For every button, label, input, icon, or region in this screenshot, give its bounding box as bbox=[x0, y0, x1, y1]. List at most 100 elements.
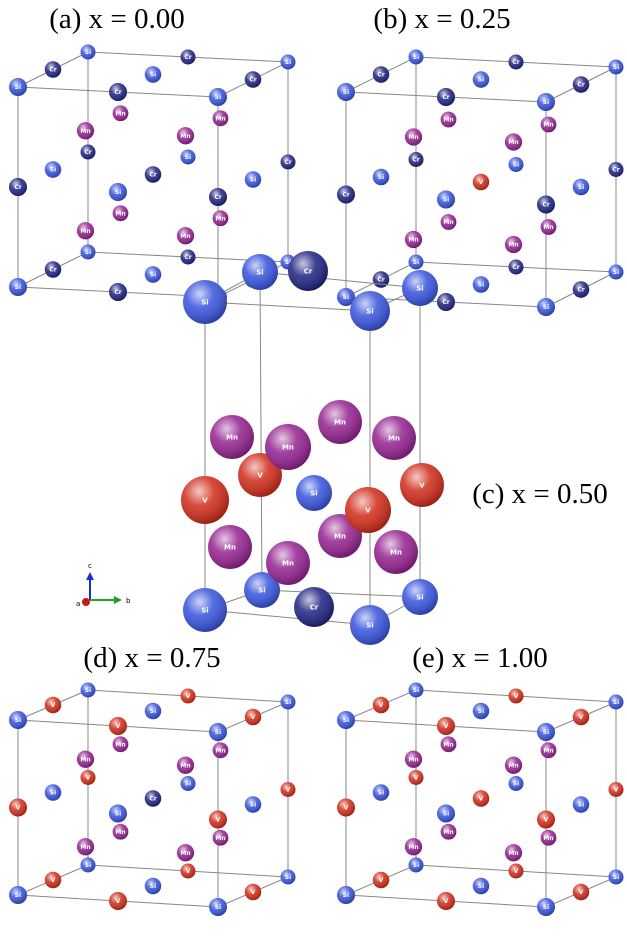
atom-label: Si bbox=[50, 790, 56, 797]
atom-label: V bbox=[86, 775, 91, 782]
atom-label: Si bbox=[15, 284, 21, 291]
axis-triad: c b a bbox=[76, 562, 131, 608]
atom: Cr bbox=[45, 61, 62, 78]
atom: Si bbox=[537, 898, 555, 916]
atom: Si bbox=[281, 870, 296, 885]
atom-label: Si bbox=[378, 174, 384, 181]
atom-label: V bbox=[514, 868, 519, 875]
atom: Mn bbox=[541, 219, 557, 235]
atom: Cr bbox=[437, 293, 455, 311]
atom-label: V bbox=[186, 868, 191, 875]
panel-title: (c) x = 0.50 bbox=[472, 478, 608, 510]
atom: Mn bbox=[541, 830, 557, 846]
atom: V bbox=[109, 717, 127, 735]
atom: V bbox=[473, 790, 490, 807]
atom-label: Si bbox=[343, 294, 349, 301]
atom: Mn bbox=[113, 105, 129, 121]
atom: Mn bbox=[441, 736, 457, 752]
atom: V bbox=[81, 770, 96, 785]
atom: Si bbox=[373, 784, 390, 801]
atom: Si bbox=[242, 254, 278, 290]
atom: Cr bbox=[373, 66, 390, 83]
atom-label: Si bbox=[285, 59, 291, 66]
atom-label: Si bbox=[85, 687, 91, 694]
atom-label: Si bbox=[150, 72, 156, 79]
atom-label: Mn bbox=[80, 228, 90, 235]
atom: Si bbox=[337, 711, 355, 729]
atom: Si bbox=[109, 183, 127, 201]
atom-label: Mn bbox=[408, 756, 418, 763]
atom-label: Mn bbox=[543, 122, 553, 129]
atom: V bbox=[537, 811, 555, 829]
atom: Si bbox=[181, 150, 196, 165]
atom: V bbox=[209, 811, 227, 829]
atom-label: Si bbox=[285, 874, 291, 881]
atom-label: V bbox=[186, 693, 191, 700]
atom-label: Mn bbox=[508, 139, 518, 146]
atom: Mn bbox=[266, 541, 310, 585]
atom: Si bbox=[609, 695, 624, 710]
atom-label: V bbox=[216, 817, 221, 824]
atom-label: Mn bbox=[334, 533, 346, 541]
atom: Mn bbox=[441, 112, 457, 128]
atom-label: Si bbox=[150, 272, 156, 279]
atom: Mn bbox=[113, 205, 129, 221]
atom-label: Si bbox=[150, 883, 156, 890]
atom: Cr bbox=[573, 281, 590, 298]
atom: V bbox=[337, 799, 355, 817]
atom-label: Mn bbox=[215, 835, 225, 842]
atom-label: Si bbox=[378, 790, 384, 797]
atom: Si bbox=[81, 245, 96, 260]
atom: Si bbox=[437, 805, 455, 823]
atom-label: Si bbox=[543, 304, 549, 311]
atom-label: Mn bbox=[443, 829, 453, 836]
atom-label: Mn bbox=[508, 850, 518, 857]
atom: Si bbox=[337, 83, 355, 101]
atom: Si bbox=[509, 776, 524, 791]
atom-label: Si bbox=[416, 285, 423, 293]
atom-label: Cr bbox=[249, 77, 256, 84]
atom-label: V bbox=[16, 805, 21, 812]
atom-label: Mn bbox=[543, 835, 553, 842]
atom-label: Mn bbox=[388, 435, 400, 443]
atom-label: Si bbox=[416, 594, 423, 602]
atom-label: Cr bbox=[284, 159, 291, 166]
atom: Mn bbox=[405, 128, 422, 145]
atom: V bbox=[609, 782, 624, 797]
atom: Mn bbox=[372, 416, 416, 460]
atom-label: Si bbox=[478, 77, 484, 84]
atom: Mn bbox=[210, 415, 254, 459]
atom-label: Cr bbox=[214, 194, 221, 201]
atom: Si bbox=[145, 878, 162, 895]
atom: Si bbox=[145, 266, 162, 283]
atom-label: Si bbox=[115, 189, 121, 196]
atom: Cr bbox=[437, 88, 455, 106]
atom: Cr bbox=[509, 260, 524, 275]
atom-label: Cr bbox=[149, 172, 156, 179]
atom: Mn bbox=[77, 751, 94, 768]
atom-label: Si bbox=[256, 269, 263, 277]
atom: Cr bbox=[181, 50, 196, 65]
atom: Si bbox=[337, 886, 355, 904]
atom: Si bbox=[81, 45, 96, 60]
atom-label: Cr bbox=[377, 72, 384, 79]
atom: V bbox=[473, 174, 490, 191]
atom: Cr bbox=[281, 155, 296, 170]
atom-label: Si bbox=[201, 607, 208, 615]
atom-label: V bbox=[344, 805, 349, 812]
atom-label: Cr bbox=[14, 184, 21, 191]
atom-label: Si bbox=[185, 154, 191, 161]
atom-label: Si bbox=[185, 781, 191, 788]
atom-label: Mn bbox=[408, 237, 418, 244]
atom-label: Si bbox=[443, 811, 449, 818]
cell-edge bbox=[260, 272, 420, 288]
atom: Si bbox=[9, 78, 27, 96]
atom-label: Mn bbox=[443, 741, 453, 748]
atom-label: Si bbox=[15, 892, 21, 899]
atom: V bbox=[181, 864, 196, 879]
atom: Mn bbox=[405, 751, 422, 768]
atom: Mn bbox=[113, 824, 129, 840]
atom: Cr bbox=[181, 250, 196, 265]
atom: Si bbox=[145, 66, 162, 83]
atom-label: V bbox=[514, 693, 519, 700]
